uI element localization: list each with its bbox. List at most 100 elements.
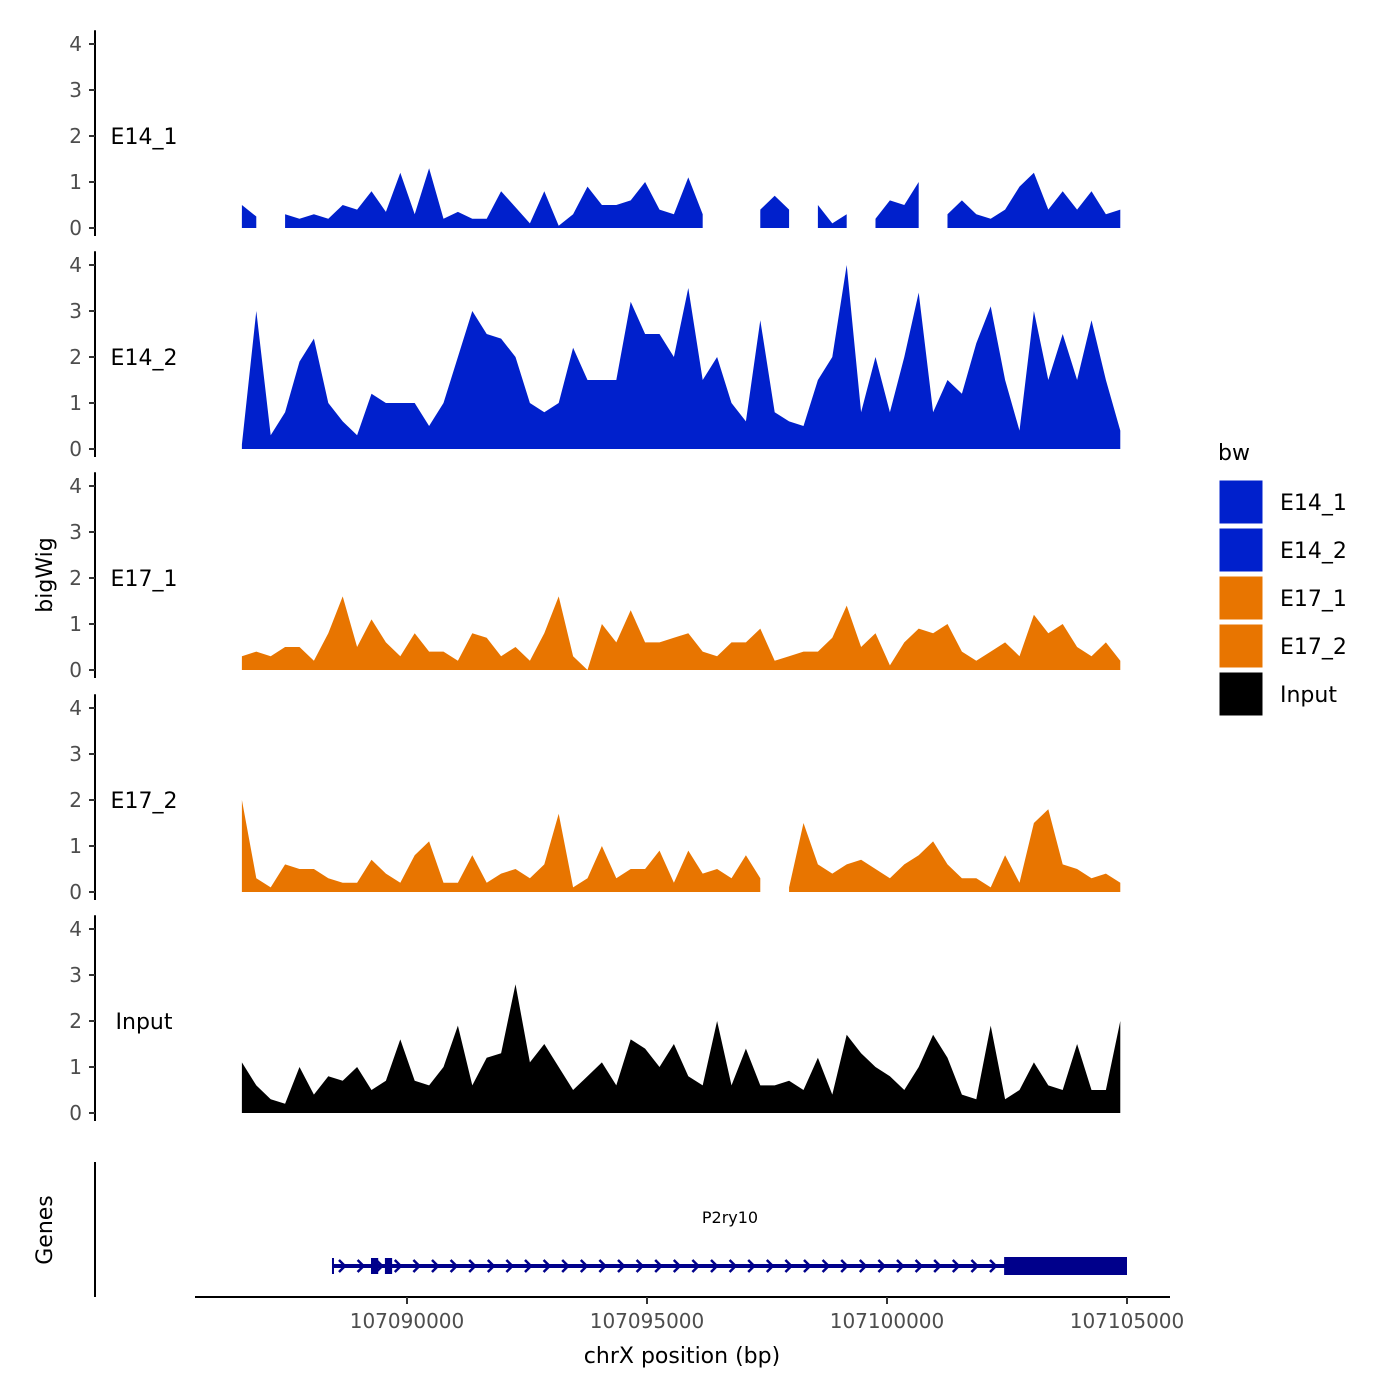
x-axis-label: chrX position (bp) — [584, 1344, 780, 1369]
strand-arrow-icon — [821, 1259, 831, 1273]
track-e14-2: 0 1 2 3 4 E14_2 — [69, 251, 1121, 461]
strand-arrow-icon — [635, 1259, 645, 1273]
y-tick-label: 0 — [69, 216, 82, 240]
strand-arrow-icon — [449, 1259, 459, 1273]
strand-arrow-icon — [654, 1259, 663, 1273]
legend-swatch — [1218, 527, 1264, 573]
y-tick-label: 3 — [69, 299, 82, 323]
y-tick-label: 1 — [69, 391, 82, 415]
gene-exon — [384, 1258, 393, 1274]
signal-area — [241, 205, 257, 228]
strand-arrow-icon — [858, 1259, 868, 1273]
strand-arrow-icon — [747, 1259, 756, 1273]
track-label: E17_1 — [111, 567, 178, 592]
x-tick-label: 107095000 — [590, 1309, 705, 1333]
gene-exon — [371, 1258, 379, 1274]
strand-arrow-icon — [728, 1259, 738, 1273]
legend-swatch — [1218, 623, 1264, 669]
strand-arrow-icon — [524, 1259, 533, 1273]
signal-area — [241, 984, 1121, 1113]
y-tick-label: 1 — [69, 170, 82, 194]
strand-arrow-icon — [468, 1259, 477, 1273]
strand-arrow-icon — [784, 1259, 794, 1273]
strand-arrow-icon — [989, 1259, 998, 1273]
strand-arrow-icon — [338, 1259, 347, 1273]
strand-arrow-icon — [486, 1259, 496, 1273]
strand-arrow-icon — [505, 1259, 515, 1273]
legend-swatch — [1218, 671, 1264, 717]
gene-label: P2ry10 — [702, 1208, 758, 1227]
strand-arrow-icon — [598, 1259, 608, 1273]
track-e14-1: 0 1 2 3 4 E14_1 — [69, 30, 1121, 240]
x-axis: chrX position (bp) 107090000 107095000 107… — [195, 1296, 1185, 1369]
y-tick-label: 2 — [69, 566, 82, 590]
strand-arrow-icon — [356, 1259, 366, 1273]
legend-swatch — [1218, 575, 1264, 621]
y-tick-label: 3 — [69, 78, 82, 102]
y-tick-label: 0 — [69, 437, 82, 461]
y-tick-label: 3 — [69, 742, 82, 766]
strand-arrow-icon — [765, 1259, 775, 1273]
y-tick-label: 4 — [69, 917, 82, 941]
y-tick-label: 2 — [69, 124, 82, 148]
y-tick-label: 4 — [69, 696, 82, 720]
strand-arrow-icon — [393, 1259, 403, 1273]
legend-title: bw — [1218, 441, 1250, 466]
y-tick-label: 2 — [69, 788, 82, 812]
genes-panel: Genes P2ry10 — [33, 1162, 1127, 1297]
strand-arrow-icon — [542, 1259, 552, 1273]
signal-area — [285, 168, 703, 228]
strand-arrow-icon — [933, 1259, 942, 1273]
y-tick-label: 0 — [69, 658, 82, 682]
track-label: Input — [116, 1010, 173, 1035]
signal-area — [241, 596, 1121, 670]
strand-arrow-icon — [970, 1259, 980, 1273]
y-tick-label: 1 — [69, 612, 82, 636]
legend-label: E14_2 — [1280, 539, 1347, 564]
strand-arrow-icon — [691, 1259, 701, 1273]
strand-arrow-icon — [803, 1259, 812, 1273]
track-e17-1: 0 1 2 3 4 E17_1 — [69, 472, 1121, 682]
strand-arrow-icon — [710, 1259, 719, 1273]
track-e17-2: 0 1 2 3 4 E17_2 — [69, 694, 1121, 904]
x-tick-label: 107100000 — [830, 1309, 945, 1333]
y-tick-label: 4 — [69, 474, 82, 498]
legend-swatch — [1218, 479, 1264, 525]
y-tick-label: 1 — [69, 834, 82, 858]
strand-arrow-icon — [896, 1259, 905, 1273]
strand-arrow-icon — [951, 1259, 961, 1273]
signal-area — [875, 182, 919, 228]
strand-arrow-icon — [877, 1259, 887, 1273]
y-tick-label: 4 — [69, 32, 82, 56]
track-label: E14_1 — [111, 125, 178, 150]
signal-area — [760, 195, 790, 228]
signal-area — [241, 265, 1121, 449]
legend-label: Input — [1280, 683, 1337, 708]
strand-arrow-icon — [431, 1259, 440, 1273]
strand-arrow-icon — [672, 1259, 682, 1273]
track-input: 0 1 2 3 4 Input — [69, 915, 1121, 1125]
track-label: E14_2 — [111, 346, 178, 371]
strand-arrow-icon — [579, 1259, 589, 1273]
legend-label: E17_1 — [1280, 587, 1347, 612]
y-tick-label: 4 — [69, 253, 82, 277]
y-tick-label: 0 — [69, 1101, 82, 1125]
track-label: E17_2 — [111, 789, 178, 814]
y-axis-label: bigWig — [33, 537, 58, 612]
strand-arrow-icon — [914, 1259, 924, 1273]
x-tick-label: 107090000 — [350, 1309, 465, 1333]
strand-arrow-icon — [412, 1259, 422, 1273]
tracks: 0 1 2 3 4 E14_1 0 1 2 3 4 E14_2 0 1 2 3 4 E17_1 0 1 2 3 4 E17_2… — [69, 30, 1121, 1125]
y-tick-label: 2 — [69, 345, 82, 369]
y-tick-label: 3 — [69, 963, 82, 987]
x-tick-label: 107105000 — [1070, 1309, 1185, 1333]
strand-arrow-icon — [617, 1259, 626, 1273]
signal-area — [817, 205, 847, 228]
signal-area — [789, 809, 1121, 892]
gene-exon — [1004, 1257, 1127, 1275]
y-tick-label: 3 — [69, 520, 82, 544]
y-tick-label: 0 — [69, 880, 82, 904]
genes-label: Genes — [33, 1195, 58, 1265]
signal-area — [947, 172, 1121, 228]
